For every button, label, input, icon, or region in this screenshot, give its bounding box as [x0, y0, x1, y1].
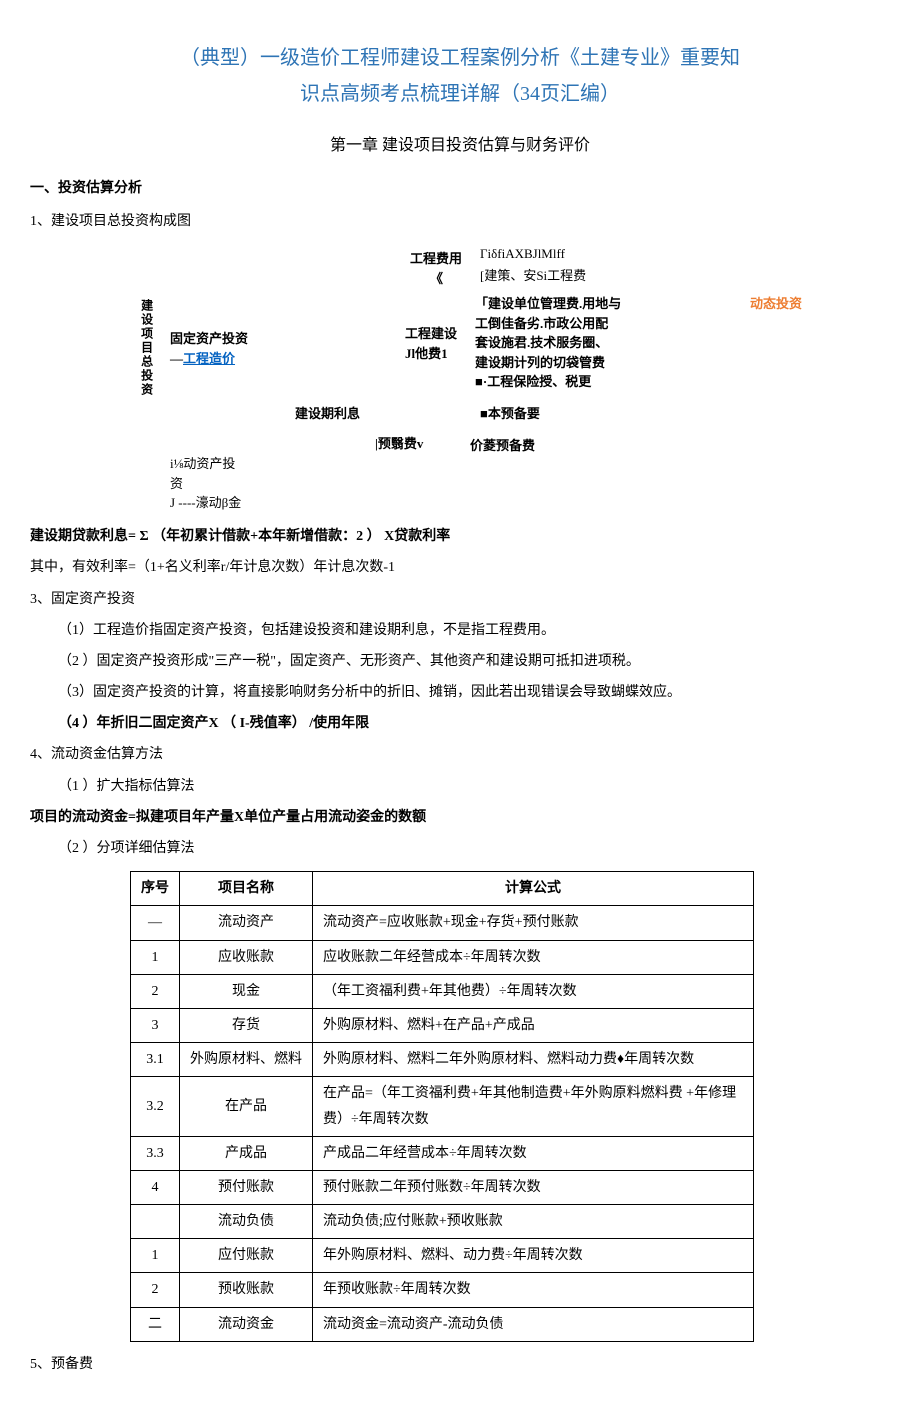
right-2: [建策、安Si工程费: [480, 266, 586, 286]
cell-name: 存货: [180, 1008, 313, 1042]
cell-formula: 外购原材料、燃料二年外购原材料、燃料动力费♦年周转次数: [313, 1043, 754, 1077]
table-row: 二流动资金流动资金=流动资产-流动负债: [131, 1307, 754, 1341]
table-row: 3.2在产品在产品=（年工资福利费+年其他制造费+年外购原料燃料费 +年修理费）…: [131, 1077, 754, 1136]
cell-seq: 1: [131, 940, 180, 974]
item-3-4: （4 ）年折旧二固定资产X （ I-残值率） /使用年限: [58, 711, 890, 736]
construction-interest: 建设期利息: [295, 404, 360, 424]
formula-1: 建设期贷款利息= Σ （年初累计借款+本年新增借款：2 ） X贷款利率: [30, 524, 890, 549]
item-5: 5、预备费: [30, 1352, 890, 1377]
item-4-1: （1 ）扩大指标估算法: [58, 774, 890, 799]
table-row: 3.3产成品产成品二年经营成本÷年周转次数: [131, 1136, 754, 1170]
cell-formula: 年外购原材料、燃料、动力费÷年周转次数: [313, 1239, 754, 1273]
table-row: 3存货外购原材料、燃料+在产品+产成品: [131, 1008, 754, 1042]
cell-formula: 预付账款二年预付账数÷年周转次数: [313, 1170, 754, 1204]
fixed-asset-line2-pre: —: [170, 351, 183, 366]
right-1: ΓiδfiAXBJlMlff: [480, 244, 565, 264]
proj-cost-l1: 工程费用: [410, 251, 462, 266]
right-5: 价菱预备费: [470, 436, 535, 456]
diagram-vertical-label: 建设项目总投资: [135, 299, 157, 397]
table-row: 1应收账款应收账款二年经营成本÷年周转次数: [131, 940, 754, 974]
table-row: 2现金（年工资福利费+年其他费）÷年周转次数: [131, 974, 754, 1008]
item-4: 4、流动资金估算方法: [30, 742, 890, 767]
cell-seq: 4: [131, 1170, 180, 1204]
table-row: 1应付账款年外购原材料、燃料、动力费÷年周转次数: [131, 1239, 754, 1273]
flow-asset-l2: 资: [170, 476, 183, 491]
cell-formula: 流动资产=应收账款+现金+存货+预付账款: [313, 906, 754, 940]
cell-seq: 3.1: [131, 1043, 180, 1077]
cell-seq: 二: [131, 1307, 180, 1341]
cell-seq: [131, 1205, 180, 1239]
cell-formula: 流动资金=流动资产-流动负债: [313, 1307, 754, 1341]
cell-formula: 在产品=（年工资福利费+年其他制造费+年外购原料燃料费 +年修理费）÷年周转次数: [313, 1077, 754, 1136]
cell-name: 产成品: [180, 1136, 313, 1170]
cell-seq: 3.2: [131, 1077, 180, 1136]
table-row: 流动负债流动负债;应付账款+预收账款: [131, 1205, 754, 1239]
item-3: 3、固定资产投资: [30, 587, 890, 612]
item-3-3: （3）固定资产投资的计算，将直接影响财务分析中的折旧、摊销，因此若出现错误会导致…: [58, 680, 890, 705]
item-4-2: （2 ）分项详细估算法: [58, 836, 890, 861]
chapter-title: 第一章 建设项目投资估算与财务评价: [30, 132, 890, 161]
th-name: 项目名称: [180, 872, 313, 906]
cell-seq: —: [131, 906, 180, 940]
reserve-fee: |预翳费v: [375, 434, 423, 454]
cell-formula: 流动负债;应付账款+预收账款: [313, 1205, 754, 1239]
cell-name: 流动负债: [180, 1205, 313, 1239]
main-title-line1: （典型）一级造价工程师建设工程案例分析《土建专业》重要知: [30, 40, 890, 76]
item-3-2: （2 ）固定资产投资形成"三产一税"，固定资产、无形资产、其他资产和建设期可抵扣…: [58, 649, 890, 674]
proj-other-l1: 工程建设: [405, 326, 457, 341]
cell-name: 外购原材料、燃料: [180, 1043, 313, 1077]
table-row: 2预收账款年预收账款÷年周转次数: [131, 1273, 754, 1307]
link-cost[interactable]: 工程造价: [183, 351, 235, 366]
cell-name: 现金: [180, 974, 313, 1008]
item-3-1: （1）工程造价指固定资产投资，包括建设投资和建设期利息，不是指工程费用。: [58, 618, 890, 643]
right-3-l3: 套设施君.技术服务圈、: [475, 335, 608, 350]
item-1: 1、建设项目总投资构成图: [30, 209, 890, 234]
right-3-l2: 工倒佳备劣.市政公用配: [475, 316, 608, 331]
formula-1-note: 其中，有效利率=（1+名义利率r/年计息次数）年计息次数-1: [30, 555, 890, 580]
dynamic-investment: 动态投资: [750, 294, 802, 314]
cell-name: 应付账款: [180, 1239, 313, 1273]
cell-formula: 外购原材料、燃料+在产品+产成品: [313, 1008, 754, 1042]
flow-asset-l1: i⅛动资产投: [170, 456, 235, 471]
cell-name: 预收账款: [180, 1273, 313, 1307]
cell-formula: 产成品二年经营成本÷年周转次数: [313, 1136, 754, 1170]
cell-seq: 3: [131, 1008, 180, 1042]
cell-formula: 应收账款二年经营成本÷年周转次数: [313, 940, 754, 974]
investment-structure-diagram: 建设项目总投资 固定资产投资 —工程造价 i⅛动资产投 资 J ----濠动β金…: [30, 244, 890, 514]
cell-name: 应收账款: [180, 940, 313, 974]
cell-seq: 2: [131, 1273, 180, 1307]
right-3-l4: 建设期计列的切袋管费: [475, 355, 605, 370]
section-1-heading: 一、投资估算分析: [30, 176, 890, 201]
proj-cost-l2: 《: [430, 271, 443, 286]
cell-formula: 年预收账款÷年周转次数: [313, 1273, 754, 1307]
cell-seq: 3.3: [131, 1136, 180, 1170]
table-row: —流动资产流动资产=应收账款+现金+存货+预付账款: [131, 906, 754, 940]
right-3-l5: ■·工程保险授、税更: [475, 374, 591, 389]
right-4: ■本预备要: [480, 404, 540, 424]
cell-formula: （年工资福利费+年其他费）÷年周转次数: [313, 974, 754, 1008]
cell-name: 预付账款: [180, 1170, 313, 1204]
calculation-table: 序号 项目名称 计算公式 —流动资产流动资产=应收账款+现金+存货+预付账款1应…: [130, 871, 754, 1342]
fixed-asset-line1: 固定资产投资: [170, 331, 248, 346]
cell-name: 流动资金: [180, 1307, 313, 1341]
formula-2: 项目的流动资金=拟建项目年产量X单位产量占用流动姿金的数额: [30, 805, 890, 830]
proj-other-l2: Jl他费1: [405, 346, 448, 361]
cell-seq: 1: [131, 1239, 180, 1273]
table-header-row: 序号 项目名称 计算公式: [131, 872, 754, 906]
right-3-l1: 「建设单位管理费.用地与: [475, 296, 621, 311]
cell-name: 流动资产: [180, 906, 313, 940]
table-row: 4预付账款预付账款二年预付账数÷年周转次数: [131, 1170, 754, 1204]
flow-asset-l3: J ----濠动β金: [170, 495, 241, 510]
cell-seq: 2: [131, 974, 180, 1008]
cell-name: 在产品: [180, 1077, 313, 1136]
th-formula: 计算公式: [313, 872, 754, 906]
table-row: 3.1外购原材料、燃料外购原材料、燃料二年外购原材料、燃料动力费♦年周转次数: [131, 1043, 754, 1077]
th-seq: 序号: [131, 872, 180, 906]
main-title-line2: 识点高频考点梳理详解（34页汇编）: [30, 76, 890, 112]
